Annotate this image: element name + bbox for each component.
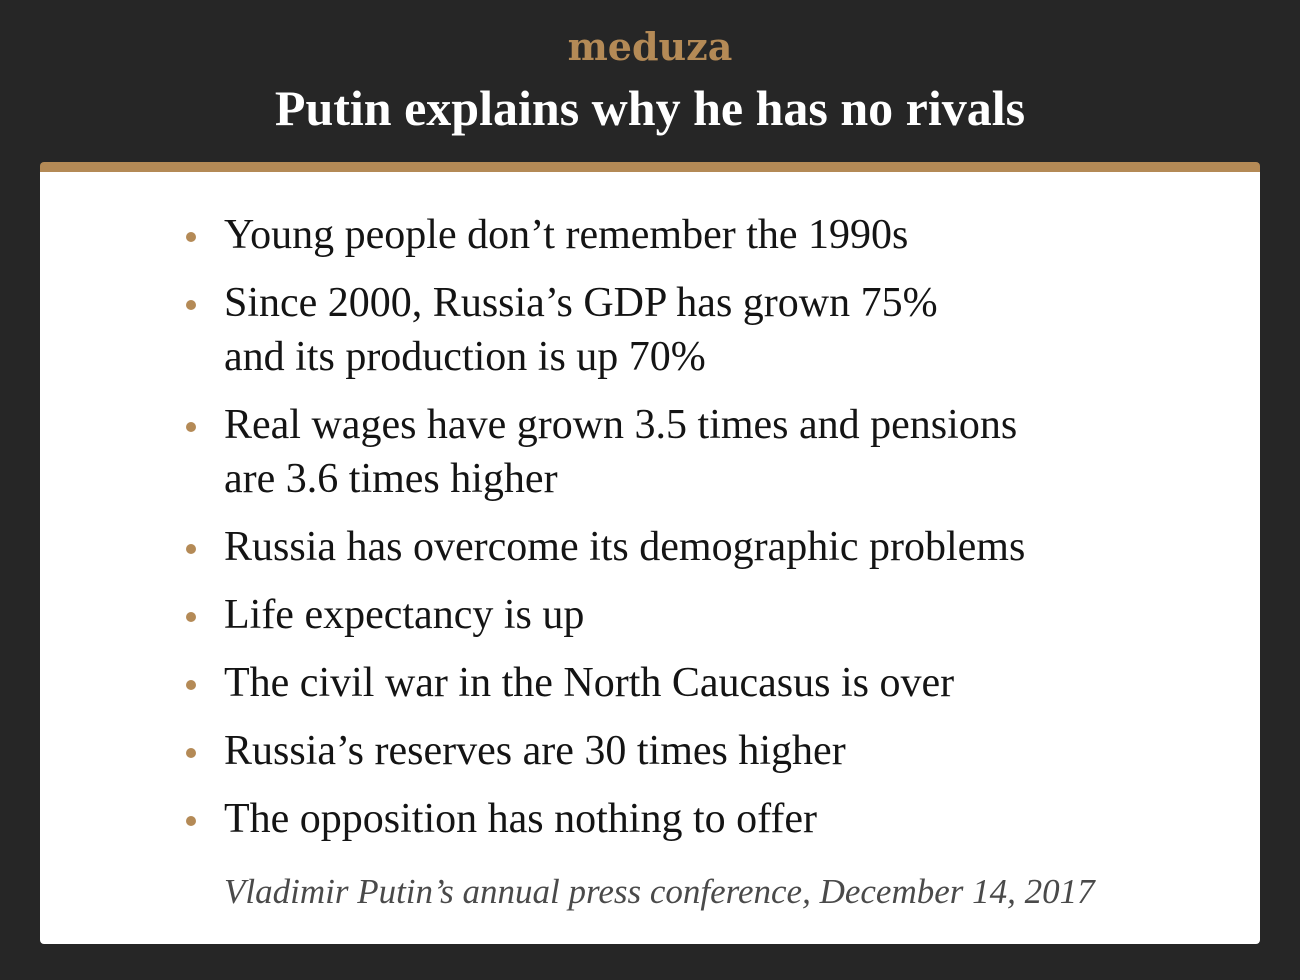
list-item-text: The civil war in the North Caucasus is o…	[224, 660, 955, 706]
bullet-icon	[186, 300, 196, 310]
bullet-icon	[186, 232, 196, 242]
list-item-text: Since 2000, Russia’s GDP has grown 75% a…	[224, 280, 938, 380]
list-item-text: Life expectancy is up	[224, 592, 585, 638]
list-item-text: Real wages have grown 3.5 times and pens…	[224, 402, 1018, 502]
list-item-text: The opposition has nothing to offer	[224, 796, 817, 842]
source-caption: Vladimir Putin’s annual press conference…	[224, 872, 1095, 911]
bullet-icon	[186, 748, 196, 758]
meduza-logo: meduza	[567, 24, 733, 69]
bullet-icon	[186, 816, 196, 826]
list-item-text: Russia’s reserves are 30 times higher	[224, 728, 846, 774]
page-title: Putin explains why he has no rivals	[274, 80, 1026, 136]
bullet-icon	[186, 612, 196, 622]
list-item-text: Young people don’t remember the 1990s	[224, 212, 909, 258]
bullet-icon	[186, 544, 196, 554]
bullet-icon	[186, 422, 196, 432]
list-item-text: Russia has overcome its demographic prob…	[224, 524, 1026, 570]
content-card: Young people don’t remember the 1990s Si…	[40, 162, 1260, 944]
bullet-icon	[186, 680, 196, 690]
